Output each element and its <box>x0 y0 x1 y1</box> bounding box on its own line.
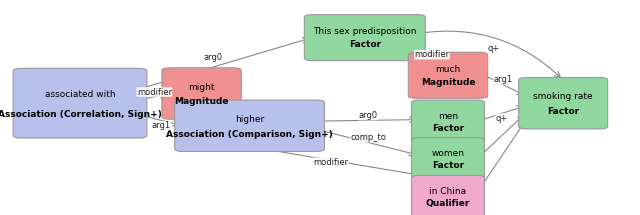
Text: q+: q+ <box>488 44 500 53</box>
Text: Factor: Factor <box>432 161 464 170</box>
Text: q+: q+ <box>495 114 508 123</box>
Text: women: women <box>431 149 465 158</box>
FancyBboxPatch shape <box>519 78 608 129</box>
Text: in China: in China <box>429 187 467 196</box>
FancyBboxPatch shape <box>304 15 425 61</box>
Text: Factor: Factor <box>432 124 464 133</box>
FancyBboxPatch shape <box>13 68 147 138</box>
Text: modifier: modifier <box>313 158 348 167</box>
FancyBboxPatch shape <box>175 100 324 151</box>
Text: much: much <box>435 65 461 74</box>
Text: comp_to: comp_to <box>350 133 386 142</box>
Text: might: might <box>188 83 215 92</box>
Text: Factor: Factor <box>547 107 579 116</box>
FancyBboxPatch shape <box>412 138 484 181</box>
FancyBboxPatch shape <box>412 100 484 143</box>
Text: smoking rate: smoking rate <box>533 92 593 101</box>
Text: modifier: modifier <box>414 50 449 59</box>
Text: Qualifier: Qualifier <box>426 199 470 208</box>
FancyBboxPatch shape <box>162 68 241 119</box>
Text: arg0: arg0 <box>204 54 222 62</box>
FancyBboxPatch shape <box>408 52 488 98</box>
Text: Magnitude: Magnitude <box>174 97 229 106</box>
Text: men: men <box>438 112 458 121</box>
Text: arg1: arg1 <box>493 75 513 84</box>
Text: Magnitude: Magnitude <box>420 78 476 87</box>
Text: Association (Comparison, Sign+): Association (Comparison, Sign+) <box>166 130 333 139</box>
Text: higher: higher <box>235 115 264 124</box>
FancyBboxPatch shape <box>412 175 484 215</box>
Text: arg0: arg0 <box>358 111 378 120</box>
Text: Factor: Factor <box>349 40 381 49</box>
Text: arg1: arg1 <box>151 121 170 130</box>
Text: modifier: modifier <box>137 88 172 97</box>
Text: Association (Correlation, Sign+): Association (Correlation, Sign+) <box>0 110 162 119</box>
Text: This sex predisposition: This sex predisposition <box>313 27 417 36</box>
Text: associated with: associated with <box>45 90 115 99</box>
